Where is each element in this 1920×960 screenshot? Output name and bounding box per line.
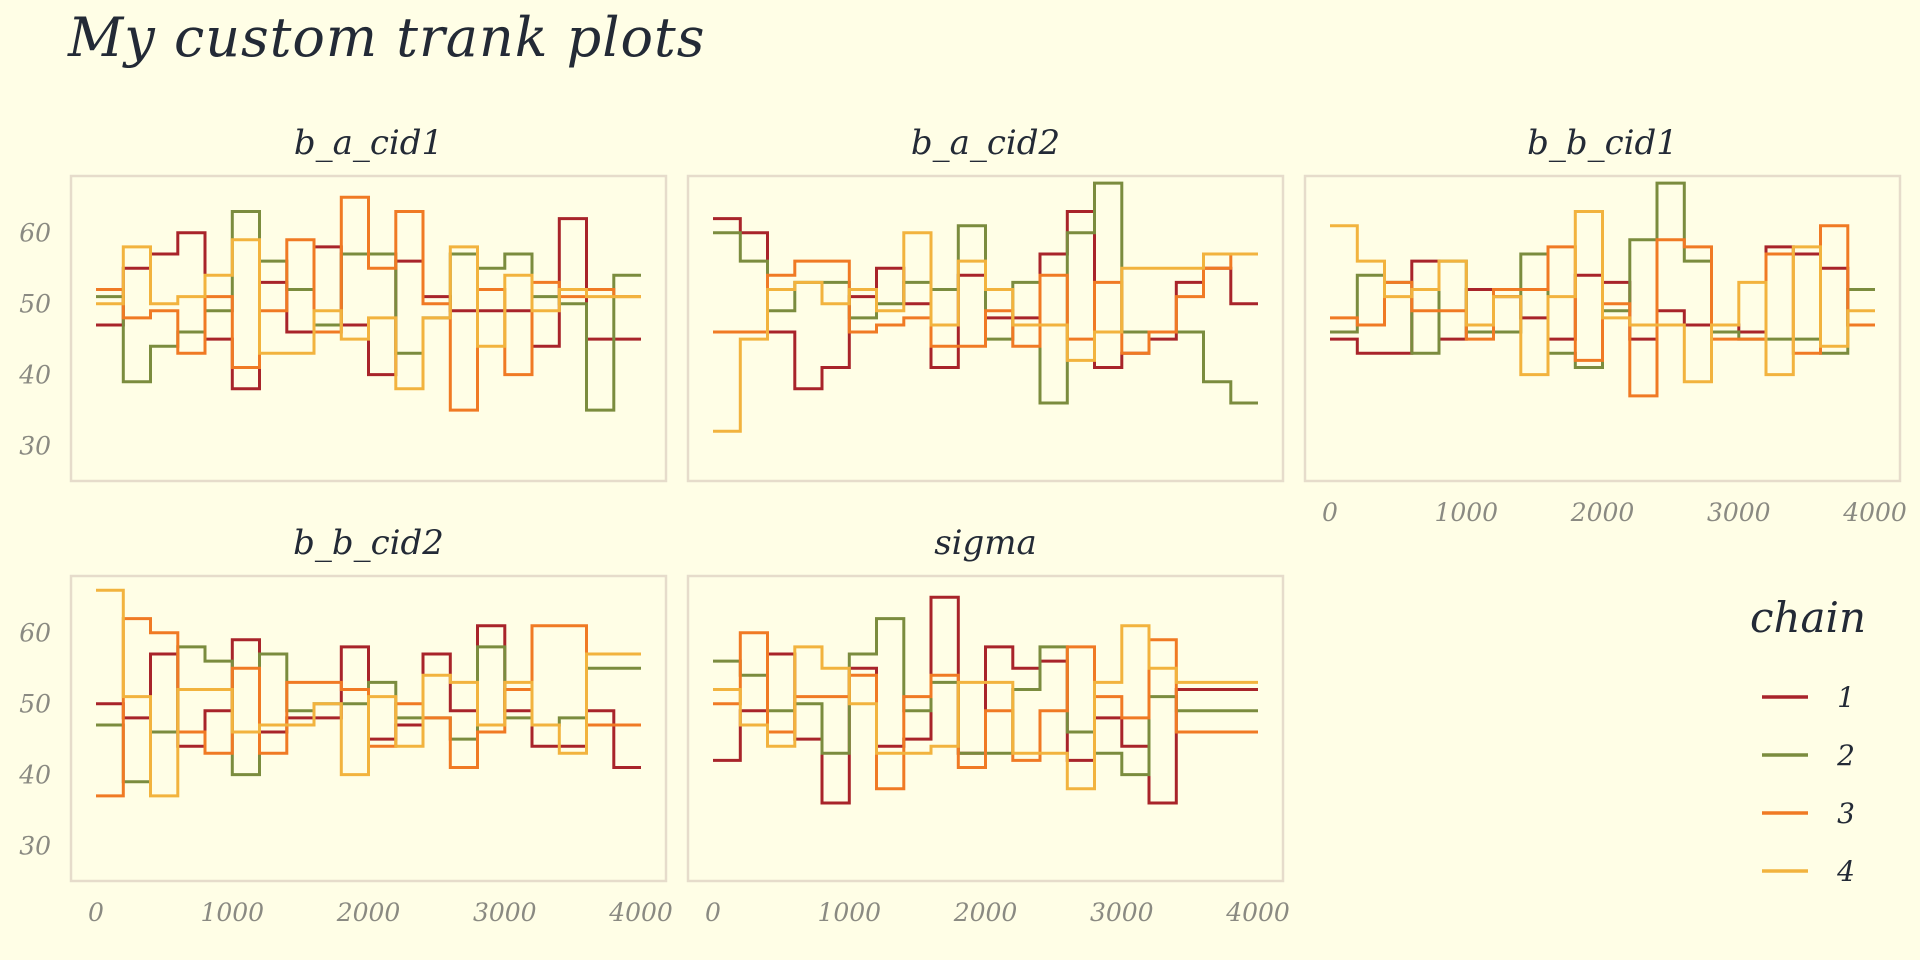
y-tick-label: 60 [19,219,51,248]
x-tick-label: 3000 [473,898,537,927]
y-tick-label: 30 [19,832,51,861]
trace-chain-4 [713,624,1258,791]
panel-frame [686,174,1285,483]
panel-frame [1303,174,1902,483]
panel-title: b_a_cid1 [294,123,443,163]
panel-b_b_cid2: b_b_cid2 30 40 50 60 0 1000 2000 3000 4000 [18,523,673,927]
trace-chain-4 [96,588,641,798]
panel-title: b_b_cid1 [1527,123,1678,163]
panel-sigma: sigma 0 1000 2000 3000 4000 [686,523,1290,927]
panel-b_a_cid2: b_a_cid2 [686,123,1285,483]
trace-chain-4 [713,231,1258,433]
x-tick-label: 1000 [817,898,881,927]
x-tick-label: 4000 [1225,898,1290,927]
legend-label-chain-3: 3 [1837,797,1855,830]
x-tick-label: 0 [1322,498,1338,527]
x-tick-label: 4000 [608,898,673,927]
legend-label-chain-2: 2 [1836,739,1855,772]
x-tick-label: 2000 [1570,498,1635,527]
y-tick-label: 50 [19,690,51,719]
x-tick-label: 1000 [1434,498,1498,527]
y-tick-label: 40 [18,761,51,790]
panel-title: b_b_cid2 [293,523,444,563]
x-tick-label: 4000 [1842,498,1907,527]
x-tick-label: 3000 [1090,898,1154,927]
trace-chain-3 [96,195,641,412]
legend-label-chain-1: 1 [1837,681,1855,714]
x-tick-label: 2000 [336,898,401,927]
y-tick-label: 60 [19,619,51,648]
panel-title: b_a_cid2 [911,123,1060,163]
y-tick-label: 30 [19,432,51,461]
legend-title: chain [1750,593,1866,642]
page-title: My custom trank plots [68,6,706,69]
x-tick-label: 1000 [200,898,264,927]
x-tick-label: 0 [705,898,721,927]
x-tick-label: 2000 [953,898,1018,927]
legend-label-chain-4: 4 [1836,855,1855,888]
panel-frame [686,574,1285,883]
x-tick-label: 3000 [1707,498,1771,527]
legend: chain 1 2 3 4 [1750,593,1866,888]
panel-frame [69,174,668,483]
panel-b_a_cid1: b_a_cid1 30 40 50 60 [18,123,668,483]
panel-b_b_cid1: b_b_cid1 0 1000 2000 3000 4000 [1303,123,1907,527]
y-tick-label: 40 [18,361,51,390]
x-tick-label: 0 [88,898,104,927]
panel-frame [69,574,668,883]
trace-chain-4 [96,238,641,391]
panel-title: sigma [934,523,1037,563]
y-tick-label: 50 [19,290,51,319]
trace-chain-4 [1330,210,1875,384]
